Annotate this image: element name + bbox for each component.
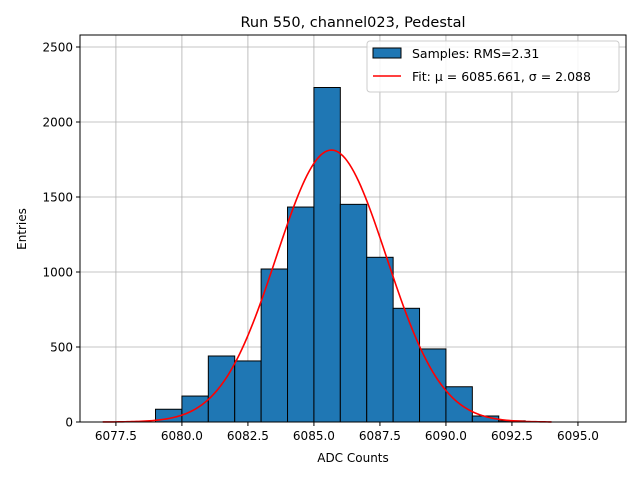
legend-patch-samples [372, 47, 402, 59]
legend-box [366, 40, 620, 93]
x-axis: 6077.5 6080.0 6082.5 6085.0 6087.5 6090.0 6092… [95, 422, 599, 443]
x-tick-label: 6077.5 [95, 429, 137, 443]
y-tick-label: 2000 [42, 116, 73, 130]
x-tick-label: 6080.0 [161, 429, 203, 443]
legend-label-samples: Samples: RMS=2.31 [412, 46, 539, 61]
histogram-bar [339, 203, 368, 423]
x-tick-label: 6087.5 [359, 429, 401, 443]
y-tick-label: 2500 [42, 41, 73, 55]
x-tick-label: 6090.0 [425, 429, 467, 443]
y-tick-label: 1000 [42, 266, 73, 280]
histogram-bar [392, 307, 421, 423]
y-tick-label: 500 [50, 341, 73, 355]
bars [155, 87, 526, 423]
histogram-bar [207, 355, 236, 423]
x-tick-label: 6085.0 [293, 429, 335, 443]
histogram-bar [234, 360, 262, 423]
histogram-bar [287, 206, 315, 423]
x-tick-label: 6092.5 [491, 429, 533, 443]
histogram-bar [366, 256, 394, 423]
legend-label-fit: Fit: μ = 6085.661, σ = 2.088 [412, 69, 591, 84]
plot-frame [79, 34, 627, 423]
y-axis-label: Entries [15, 208, 29, 250]
chart-title: Run 550, channel023, Pedestal [240, 15, 465, 31]
x-tick-label: 6082.5 [227, 429, 269, 443]
x-axis-label: ADC Counts [317, 451, 389, 465]
histogram-bar [313, 87, 341, 423]
y-tick-label: 1500 [42, 191, 73, 205]
y-axis: 0 500 1000 1500 2000 2500 [42, 41, 80, 430]
x-tick-label: 6095.0 [557, 429, 599, 443]
legend: Samples: RMS=2.31 Fit: μ = 6085.661, σ =… [366, 40, 620, 93]
fit-curve [102, 149, 552, 423]
y-tick-label: 0 [65, 416, 73, 430]
